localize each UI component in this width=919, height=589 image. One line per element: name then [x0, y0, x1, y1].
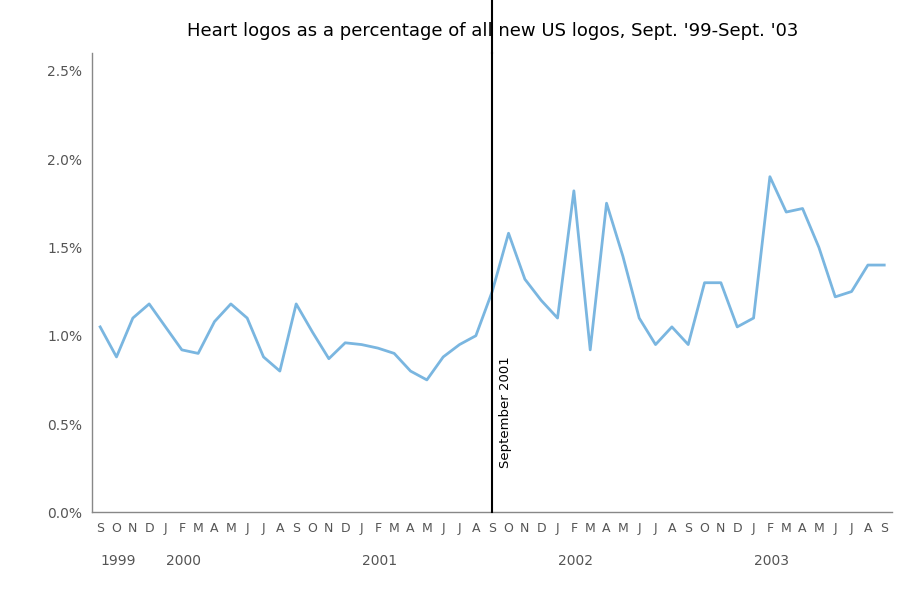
Text: 2000: 2000 — [165, 554, 200, 568]
Text: 1999: 1999 — [100, 554, 135, 568]
Text: September 2001: September 2001 — [498, 356, 511, 468]
Text: 2002: 2002 — [557, 554, 592, 568]
Text: 2001: 2001 — [361, 554, 396, 568]
Text: 2003: 2003 — [753, 554, 788, 568]
Title: Heart logos as a percentage of all new US logos, Sept. '99-Sept. '03: Heart logos as a percentage of all new U… — [187, 22, 797, 40]
